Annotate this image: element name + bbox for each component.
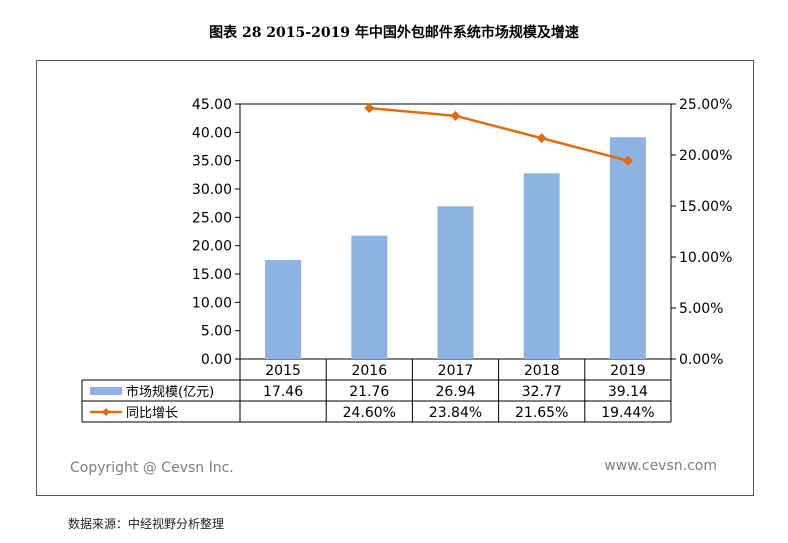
y-tick-label: 0.00 xyxy=(201,352,232,368)
growth-point xyxy=(450,110,461,121)
y-tick-label: 20.00 xyxy=(192,239,232,255)
x-tick-label: 2019 xyxy=(610,363,646,379)
legend-bar-swatch xyxy=(90,387,122,395)
legend-line-label: 同比增长 xyxy=(126,406,178,421)
x-tick-label: 2017 xyxy=(438,363,474,379)
x-tick-label: 2016 xyxy=(351,363,387,379)
data-label-value: 17.46 xyxy=(263,384,303,400)
legend-bar-label: 市场规模(亿元) xyxy=(126,384,214,400)
data-label-value: 26.94 xyxy=(435,384,475,400)
data-label-value: 21.76 xyxy=(349,384,389,400)
y-tick-label: 40.00 xyxy=(192,125,232,141)
growth-line xyxy=(369,106,629,162)
data-label-value: 39.14 xyxy=(608,384,648,400)
data-label-growth: 24.60% xyxy=(343,405,396,421)
y-tick-label: 10.00 xyxy=(192,295,232,311)
y2-tick-label: 0.00% xyxy=(679,352,723,368)
y2-tick-label: 5.00% xyxy=(679,301,723,317)
legend-line-marker xyxy=(102,408,110,416)
y-tick-label: 45.00 xyxy=(192,97,232,113)
y-tick-label: 25.00 xyxy=(192,210,232,226)
growth-point xyxy=(364,103,375,114)
bar-2015 xyxy=(265,260,302,359)
y-tick-label: 15.00 xyxy=(192,267,232,283)
data-label-growth: 23.84% xyxy=(429,405,482,421)
growth-point xyxy=(536,133,547,144)
x-tick-label: 2018 xyxy=(524,363,560,379)
chart-frame xyxy=(36,60,754,496)
y-tick-label: 5.00 xyxy=(201,324,232,340)
chart-title: 图表 28 2015-2019 年中国外包邮件系统市场规模及增速 xyxy=(209,25,579,41)
y2-tick-label: 15.00% xyxy=(679,199,732,215)
website-text: www.cevsn.com xyxy=(604,458,717,474)
source-note: 数据来源：中经视野分析整理 xyxy=(68,517,225,531)
bar-2019 xyxy=(609,137,646,359)
copyright-text: Copyright @ Cevsn Inc. xyxy=(70,460,234,476)
y-tick-label: 35.00 xyxy=(192,154,232,170)
growth-point xyxy=(622,155,633,166)
y2-tick-label: 25.00% xyxy=(679,97,732,113)
x-tick-label: 2015 xyxy=(265,363,301,379)
bar-2018 xyxy=(523,173,560,359)
data-label-growth: 21.65% xyxy=(515,405,568,421)
bar-2017 xyxy=(437,206,474,359)
y2-tick-label: 20.00% xyxy=(679,148,732,164)
y-tick-label: 30.00 xyxy=(192,182,232,198)
data-label-value: 32.77 xyxy=(522,384,562,400)
y2-tick-label: 10.00% xyxy=(679,250,732,266)
bar-2016 xyxy=(351,235,388,359)
data-label-growth: 19.44% xyxy=(601,405,654,421)
